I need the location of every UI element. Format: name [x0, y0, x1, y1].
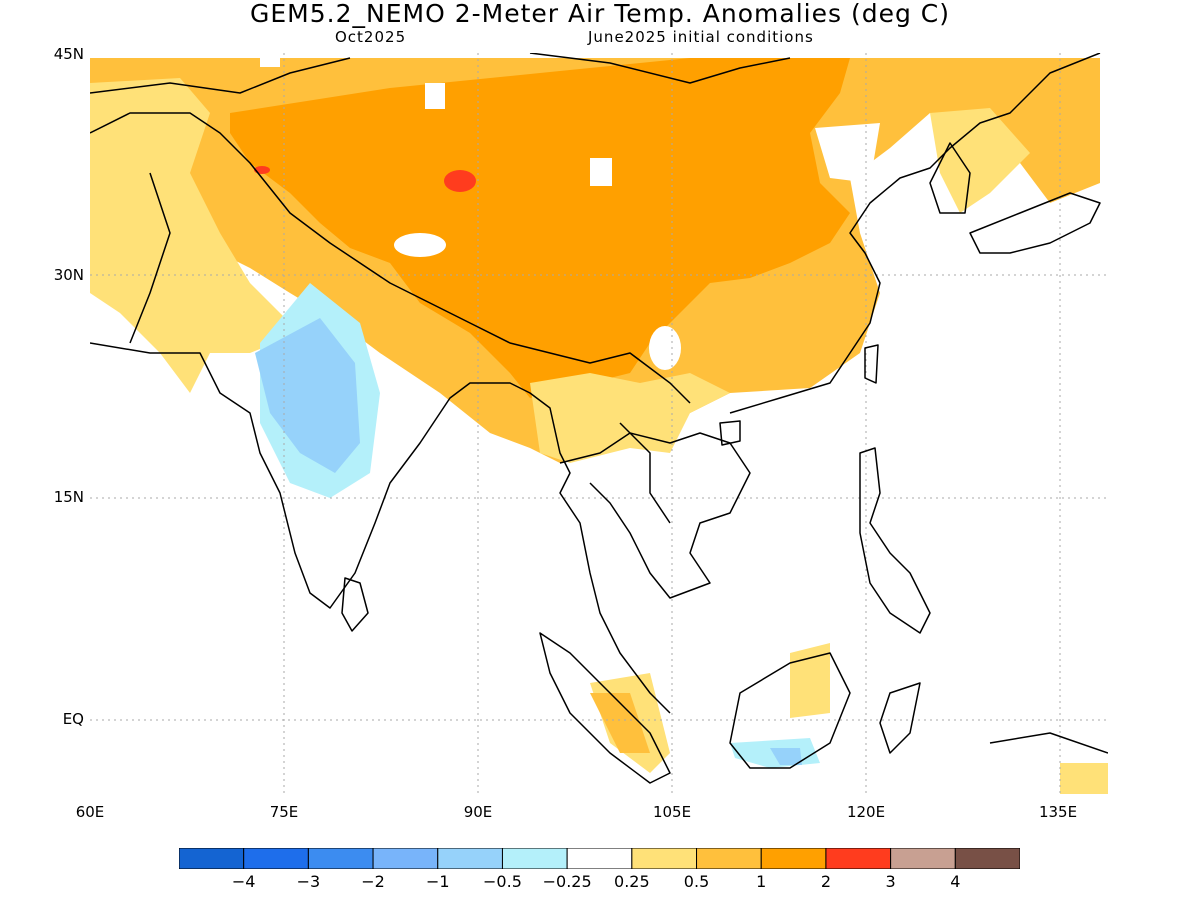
- lat-label-30n: 30N: [53, 266, 84, 284]
- lon-label-120e: 120E: [846, 803, 886, 821]
- anomaly-hotspot: [444, 170, 476, 192]
- colorbar-swatch: [307, 848, 374, 869]
- lat-label-15n: 15N: [53, 488, 84, 506]
- anomaly-region-cool: [770, 748, 802, 765]
- colorbar-swatch: [954, 848, 1020, 869]
- colorbar-tick-label: −4: [231, 872, 256, 891]
- colorbar-swatch: [243, 848, 309, 869]
- colorbar-swatch: [566, 848, 633, 869]
- valid-month-label: Oct2025: [335, 28, 407, 46]
- colorbar-swatch: [179, 848, 245, 869]
- anomaly-region-orange: [230, 58, 850, 398]
- lon-label-135e: 135E: [1038, 803, 1078, 821]
- lon-label-105e: 105E: [652, 803, 692, 821]
- colorbar-tick-label: −0.5: [483, 872, 522, 891]
- colorbar: [179, 848, 1020, 869]
- colorbar-tick-label: −0.25: [542, 872, 592, 891]
- colorbar-swatch: [501, 848, 568, 869]
- colorbar-swatch: [631, 848, 698, 869]
- colorbar-tick-label: 4: [950, 872, 961, 891]
- colorbar-tick-label: 0.5: [683, 872, 710, 891]
- anomaly-region-cool: [255, 318, 360, 473]
- lon-label-90e: 90E: [463, 803, 493, 821]
- anomaly-region-yellow: [90, 78, 300, 393]
- initial-conditions-label: June2025 initial conditions: [588, 28, 814, 46]
- colorbar-tick-label: 0.25: [614, 872, 650, 891]
- temperature-anomaly-map: [90, 53, 1108, 794]
- lat-label-45n: 45N: [53, 45, 84, 63]
- lat-label-eq: EQ: [62, 710, 84, 728]
- colorbar-tick-label: 2: [820, 872, 832, 891]
- colorbar-tick-label: −1: [425, 872, 450, 891]
- colorbar-swatch: [696, 848, 762, 869]
- colorbar-tick-label: −2: [361, 872, 385, 891]
- lon-label-60e: 60E: [75, 803, 105, 821]
- anomaly-region-yellow: [790, 643, 830, 718]
- anomaly-region-yellow: [930, 108, 1030, 213]
- colorbar-tick-label: 1: [756, 872, 767, 891]
- colorbar-swatch: [372, 848, 439, 869]
- colorbar-swatch: [760, 848, 827, 869]
- map-coastlines: [90, 53, 1108, 784]
- anomaly-shading: [90, 53, 1108, 794]
- colorbar-tick-label: 3: [885, 872, 896, 891]
- anomaly-region-yellow: [1060, 763, 1108, 794]
- lon-label-75e: 75E: [269, 803, 299, 821]
- colorbar-swatch: [825, 848, 892, 869]
- colorbar-swatch: [437, 848, 503, 869]
- anomaly-region-orange: [590, 693, 650, 753]
- map-title: GEM5.2_NEMO 2-Meter Air Temp. Anomalies …: [250, 0, 950, 28]
- colorbar-tick-label: −3: [296, 872, 321, 891]
- colorbar-swatch: [890, 848, 956, 869]
- anomaly-region-yellow: [530, 373, 730, 463]
- map-gridlines: [90, 53, 1108, 794]
